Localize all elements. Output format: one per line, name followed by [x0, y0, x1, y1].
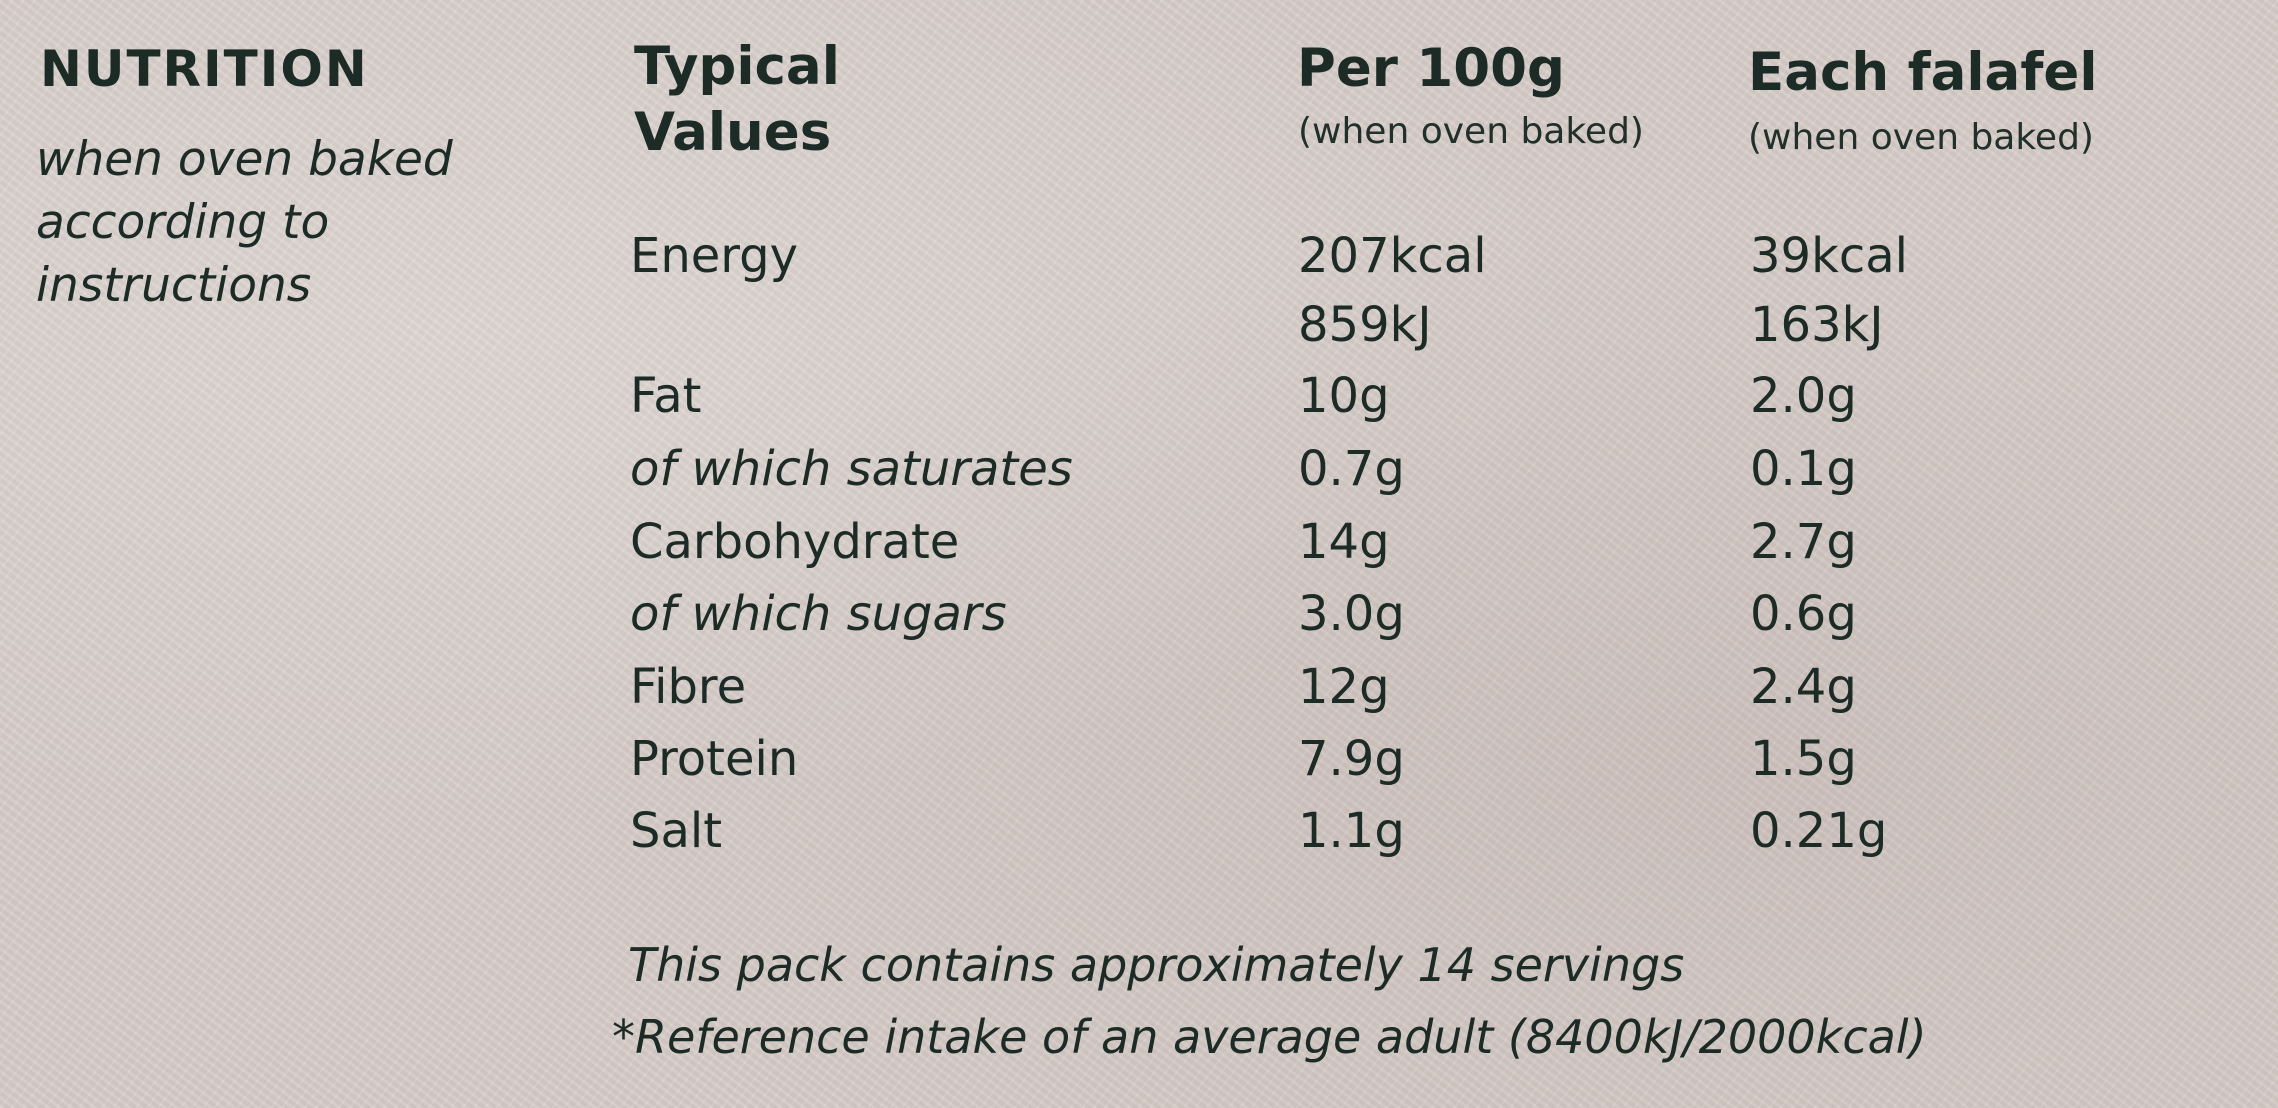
typical-values-header: Typical Values — [634, 36, 840, 163]
per-100g-note: (when oven baked) — [1298, 111, 1644, 152]
preparation-note: when oven baked according to instruction… — [36, 132, 453, 313]
each-falafel-value: 0.6g — [1750, 586, 1857, 642]
each-falafel-value: 163kJ — [1750, 297, 1884, 353]
each-falafel-value: 2.7g — [1750, 514, 1857, 570]
per-100g-header: Per 100g — [1297, 38, 1565, 99]
reference-intake-note: *Reference intake of an average adult (8… — [612, 1010, 1927, 1064]
nutrient-label: Fat — [630, 368, 702, 424]
table-row: Carbohydrate 14g 2.7g — [0, 506, 2278, 579]
table-row: Salt 1.1g 0.21g — [0, 795, 2278, 868]
per-100g-value: 12g — [1298, 659, 1390, 715]
each-falafel-header: Each falafel — [1748, 42, 2098, 103]
nutrition-title: NUTRITION — [40, 40, 369, 98]
per-100g-value: 207kcal — [1298, 228, 1487, 284]
nutrient-label: of which sugars — [630, 586, 1007, 642]
each-falafel-note: (when oven baked) — [1748, 117, 2094, 158]
nutrient-label: Energy — [630, 228, 799, 284]
table-row: Fibre 12g 2.4g — [0, 651, 2278, 724]
per-100g-value: 7.9g — [1298, 731, 1405, 787]
nutrient-label: Salt — [630, 803, 723, 859]
per-100g-value: 0.7g — [1298, 441, 1405, 497]
table-row: Fat 10g 2.0g — [0, 360, 2278, 433]
table-row: Energy 207kcal 39kcal — [0, 220, 2278, 293]
per-100g-value: 10g — [1298, 368, 1390, 424]
per-100g-value: 3.0g — [1298, 586, 1405, 642]
table-row: of which saturates 0.7g 0.1g — [0, 433, 2278, 506]
each-falafel-value: 1.5g — [1750, 731, 1857, 787]
per-100g-value: 14g — [1298, 514, 1390, 570]
nutrient-label: Protein — [630, 731, 799, 787]
each-falafel-value: 2.0g — [1750, 368, 1857, 424]
nutrient-label: Carbohydrate — [630, 514, 960, 570]
each-falafel-value: 0.1g — [1750, 441, 1857, 497]
nutrient-label: Fibre — [630, 659, 747, 715]
table-row: 859kJ 163kJ — [0, 289, 2278, 362]
per-100g-value: 859kJ — [1298, 297, 1432, 353]
each-falafel-value: 2.4g — [1750, 659, 1857, 715]
table-row: of which sugars 3.0g 0.6g — [0, 578, 2278, 651]
table-row: Protein 7.9g 1.5g — [0, 723, 2278, 796]
servings-note: This pack contains approximately 14 serv… — [628, 938, 1685, 992]
each-falafel-value: 39kcal — [1750, 228, 1909, 284]
per-100g-value: 1.1g — [1298, 803, 1405, 859]
nutrient-label: of which saturates — [630, 441, 1073, 497]
each-falafel-value: 0.21g — [1750, 803, 1888, 859]
